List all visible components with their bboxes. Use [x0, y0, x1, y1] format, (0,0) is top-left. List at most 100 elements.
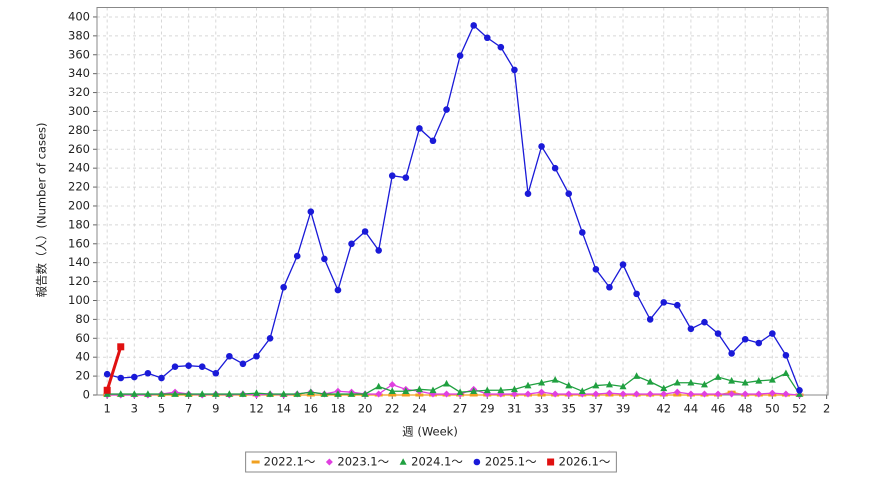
- marker: [728, 350, 735, 357]
- marker: [660, 299, 668, 306]
- x-tick-label: 16: [303, 402, 318, 416]
- marker: [388, 381, 396, 389]
- marker: [131, 373, 138, 381]
- x-tick-label: 20: [358, 402, 373, 416]
- legend-label: 2026.1〜: [559, 455, 611, 469]
- marker: [565, 381, 573, 389]
- x-tick-label: 44: [684, 402, 699, 416]
- marker: [429, 386, 437, 394]
- marker: [714, 390, 722, 398]
- marker: [399, 458, 407, 465]
- x-tick-label: 33: [534, 402, 549, 416]
- marker: [103, 370, 111, 378]
- x-tick-label: 18: [331, 402, 346, 416]
- marker: [429, 137, 437, 145]
- marker: [401, 393, 410, 397]
- marker: [280, 283, 287, 291]
- y-tick-label: 80: [75, 312, 90, 326]
- marker: [605, 389, 613, 397]
- marker: [469, 393, 478, 397]
- marker: [375, 247, 382, 254]
- marker: [117, 374, 125, 382]
- marker: [117, 343, 125, 351]
- marker: [565, 390, 573, 398]
- legend-label: 2023.1〜: [337, 455, 389, 469]
- x-tick-label: 29: [480, 402, 495, 416]
- marker: [473, 458, 481, 466]
- y-tick-label: 260: [68, 142, 90, 156]
- marker: [375, 390, 383, 398]
- y-tick-label: 120: [68, 274, 90, 288]
- marker: [348, 240, 355, 248]
- marker: [524, 390, 532, 398]
- marker: [524, 381, 532, 389]
- y-tick-label: 200: [68, 198, 90, 212]
- marker: [510, 390, 518, 398]
- x-tick-label: 12: [249, 402, 264, 416]
- marker: [388, 387, 396, 395]
- marker: [755, 390, 763, 398]
- marker: [375, 382, 383, 390]
- marker: [551, 376, 559, 383]
- marker: [239, 360, 247, 368]
- x-tick-label: 14: [276, 402, 291, 416]
- marker: [117, 390, 125, 397]
- marker: [171, 363, 179, 370]
- marker: [605, 380, 613, 388]
- marker: [307, 208, 315, 215]
- marker: [606, 283, 613, 291]
- marker: [592, 381, 600, 389]
- marker: [212, 390, 220, 397]
- x-tick-label: 1: [104, 402, 111, 416]
- y-tick-label: 40: [75, 350, 90, 364]
- marker: [782, 369, 790, 377]
- y-tick-label: 0: [83, 388, 90, 402]
- marker: [633, 290, 640, 298]
- marker: [524, 190, 532, 197]
- marker: [633, 390, 641, 398]
- y-tick-label: 160: [68, 236, 90, 250]
- marker: [700, 390, 708, 398]
- marker: [547, 458, 555, 466]
- marker: [551, 390, 559, 398]
- y-tick-label: 280: [68, 123, 90, 137]
- legend: 2022.1〜 2023.1〜 2024.1〜 2025.1〜 2026.1〜: [245, 451, 617, 473]
- marker: [660, 384, 668, 392]
- y-tick-label: 400: [68, 9, 90, 23]
- x-tick-label: 2: [823, 402, 830, 416]
- marker: [673, 388, 681, 396]
- marker: [687, 378, 695, 386]
- marker: [768, 376, 776, 383]
- series-line: [105, 346, 123, 391]
- marker: [619, 261, 627, 268]
- marker: [565, 190, 573, 197]
- y-tick-label: 180: [68, 217, 90, 231]
- x-tick-label: 50: [765, 402, 780, 416]
- marker: [415, 385, 423, 393]
- marker: [714, 330, 722, 337]
- marker: [728, 377, 736, 384]
- x-tick-label: 5: [158, 402, 165, 416]
- marker: [497, 43, 505, 51]
- x-tick-label: 9: [212, 402, 219, 416]
- marker: [619, 390, 627, 398]
- marker: [456, 388, 464, 395]
- y-tick-label: 60: [75, 331, 90, 345]
- marker: [348, 390, 356, 397]
- marker: [538, 388, 546, 396]
- marker: [646, 377, 654, 385]
- marker: [796, 386, 803, 394]
- series-line: [107, 372, 801, 395]
- marker: [402, 174, 410, 181]
- marker: [497, 386, 505, 394]
- x-tick-label: 46: [711, 402, 726, 416]
- marker: [226, 352, 233, 360]
- marker: [325, 458, 333, 466]
- marker: [415, 393, 424, 397]
- marker: [470, 387, 478, 395]
- marker: [198, 390, 206, 397]
- x-tick-label: 7: [185, 402, 192, 416]
- marker: [483, 386, 491, 394]
- marker: [701, 318, 708, 326]
